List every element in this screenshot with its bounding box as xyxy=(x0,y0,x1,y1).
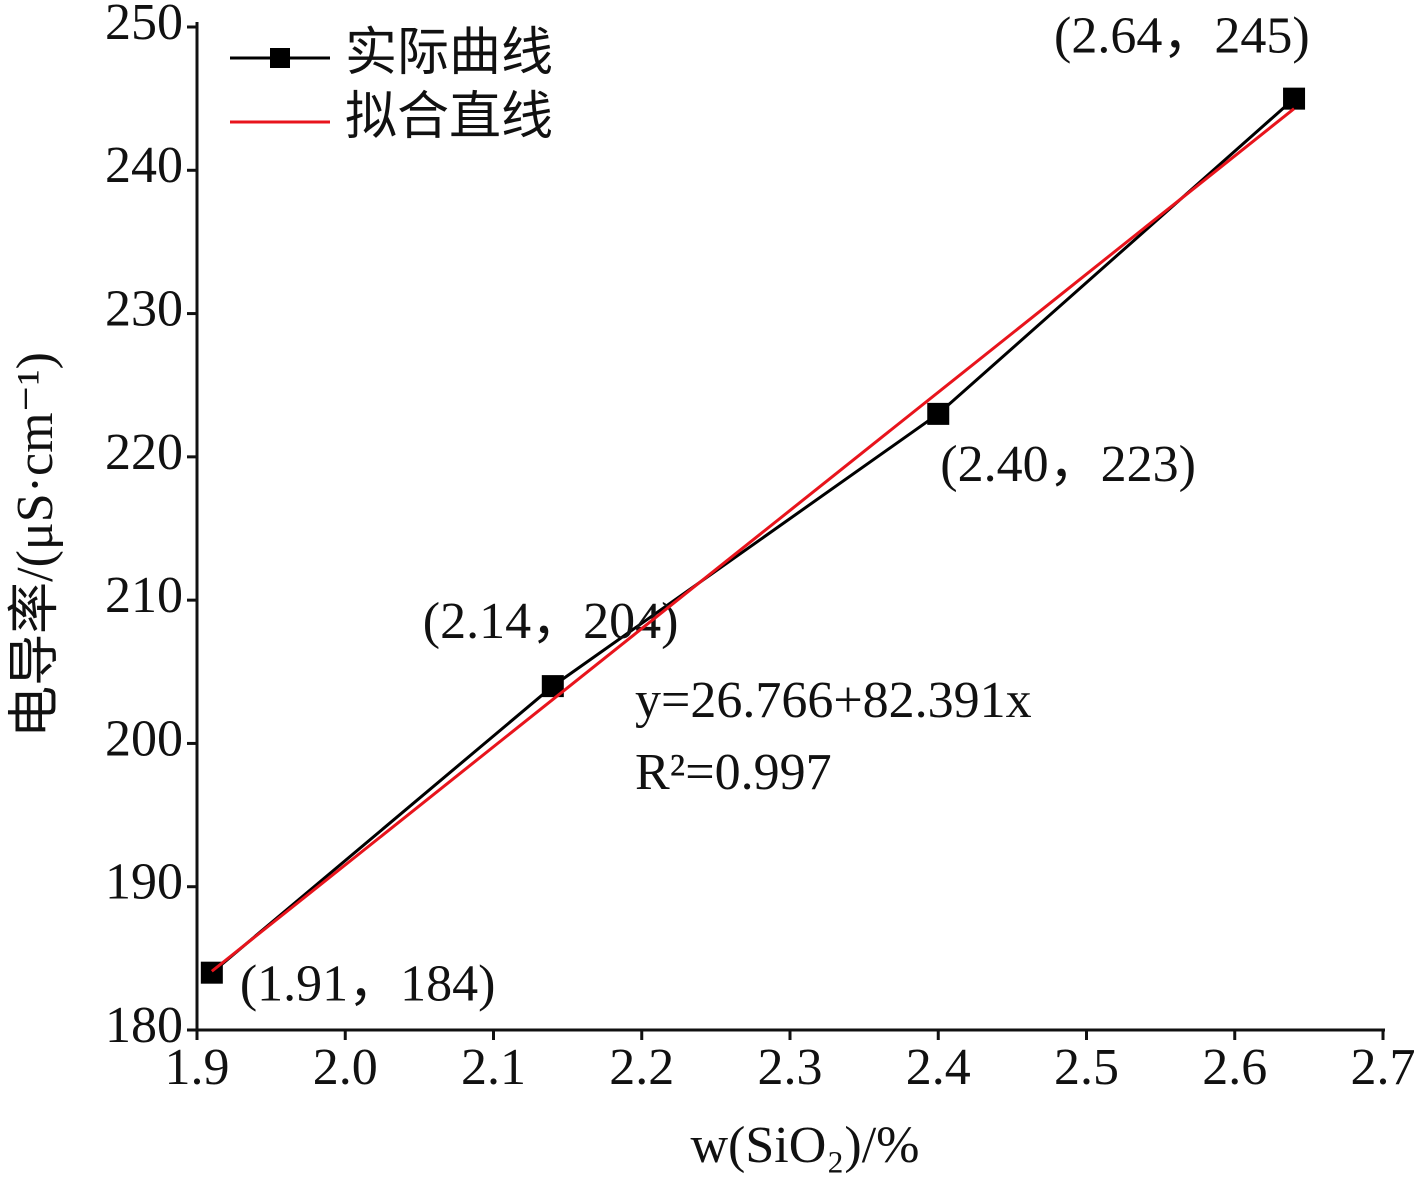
y-tick-label: 220 xyxy=(105,424,183,481)
x-tick-label: 2.1 xyxy=(461,1039,526,1096)
legend-label: 实际曲线 xyxy=(345,25,553,82)
x-axis-label: w(SiO₂)/% xyxy=(691,1117,920,1174)
series-line xyxy=(210,107,1295,973)
annotation: R²=0.997 xyxy=(635,744,832,801)
y-tick-label: 250 xyxy=(105,0,183,51)
point-marker xyxy=(927,402,950,425)
x-tick-label: 2.3 xyxy=(758,1039,823,1096)
data-label: (2.40，223) xyxy=(940,436,1196,493)
x-tick-label: 2.7 xyxy=(1351,1039,1416,1096)
y-tick-label: 230 xyxy=(105,281,183,338)
legend-label: 拟合直线 xyxy=(345,89,553,146)
y-tick-label: 180 xyxy=(105,997,183,1054)
legend-marker xyxy=(270,48,290,68)
x-tick-label: 2.6 xyxy=(1202,1039,1267,1096)
y-tick-label: 240 xyxy=(105,137,183,194)
y-tick-label: 210 xyxy=(105,567,183,624)
y-tick-label: 190 xyxy=(105,854,183,911)
annotation: y=26.766+82.391x xyxy=(635,672,1032,729)
series-line xyxy=(210,97,1296,974)
data-label: (2.64，245) xyxy=(1054,8,1310,65)
x-tick-label: 2.5 xyxy=(1054,1039,1119,1096)
point-marker xyxy=(541,675,564,698)
x-tick-label: 2.2 xyxy=(609,1039,674,1096)
data-label: (2.14，204) xyxy=(423,593,679,650)
x-tick-label: 1.9 xyxy=(165,1039,230,1096)
point-marker xyxy=(1283,87,1306,110)
y-tick-label: 200 xyxy=(105,710,183,767)
data-label: (1.91，184) xyxy=(240,956,496,1013)
x-tick-label: 2.0 xyxy=(313,1039,378,1096)
x-tick-label: 2.4 xyxy=(906,1039,971,1096)
y-axis-label: 电导率/(μS·cm⁻¹) xyxy=(7,352,64,738)
